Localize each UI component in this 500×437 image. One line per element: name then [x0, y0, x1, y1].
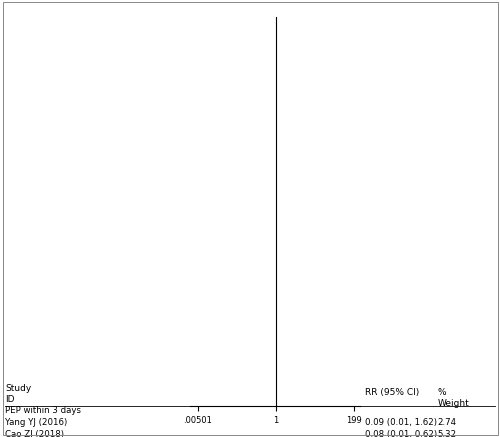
- Text: Weight: Weight: [438, 399, 469, 409]
- Text: %: %: [438, 388, 446, 397]
- Text: 5.32: 5.32: [438, 430, 456, 437]
- Text: 2.74: 2.74: [438, 418, 456, 427]
- Text: RR (95% CI): RR (95% CI): [365, 388, 419, 397]
- Text: Cao ZJ (2018): Cao ZJ (2018): [5, 430, 64, 437]
- Text: 0.08 (0.01, 0.62): 0.08 (0.01, 0.62): [365, 430, 437, 437]
- Text: Study: Study: [5, 384, 31, 393]
- Text: ID: ID: [5, 395, 15, 404]
- Bar: [238, 433, 239, 436]
- Text: PEP within 3 days: PEP within 3 days: [5, 406, 81, 415]
- Text: 0.09 (0.01, 1.62): 0.09 (0.01, 1.62): [365, 418, 437, 427]
- Text: Yang YJ (2016): Yang YJ (2016): [5, 418, 67, 427]
